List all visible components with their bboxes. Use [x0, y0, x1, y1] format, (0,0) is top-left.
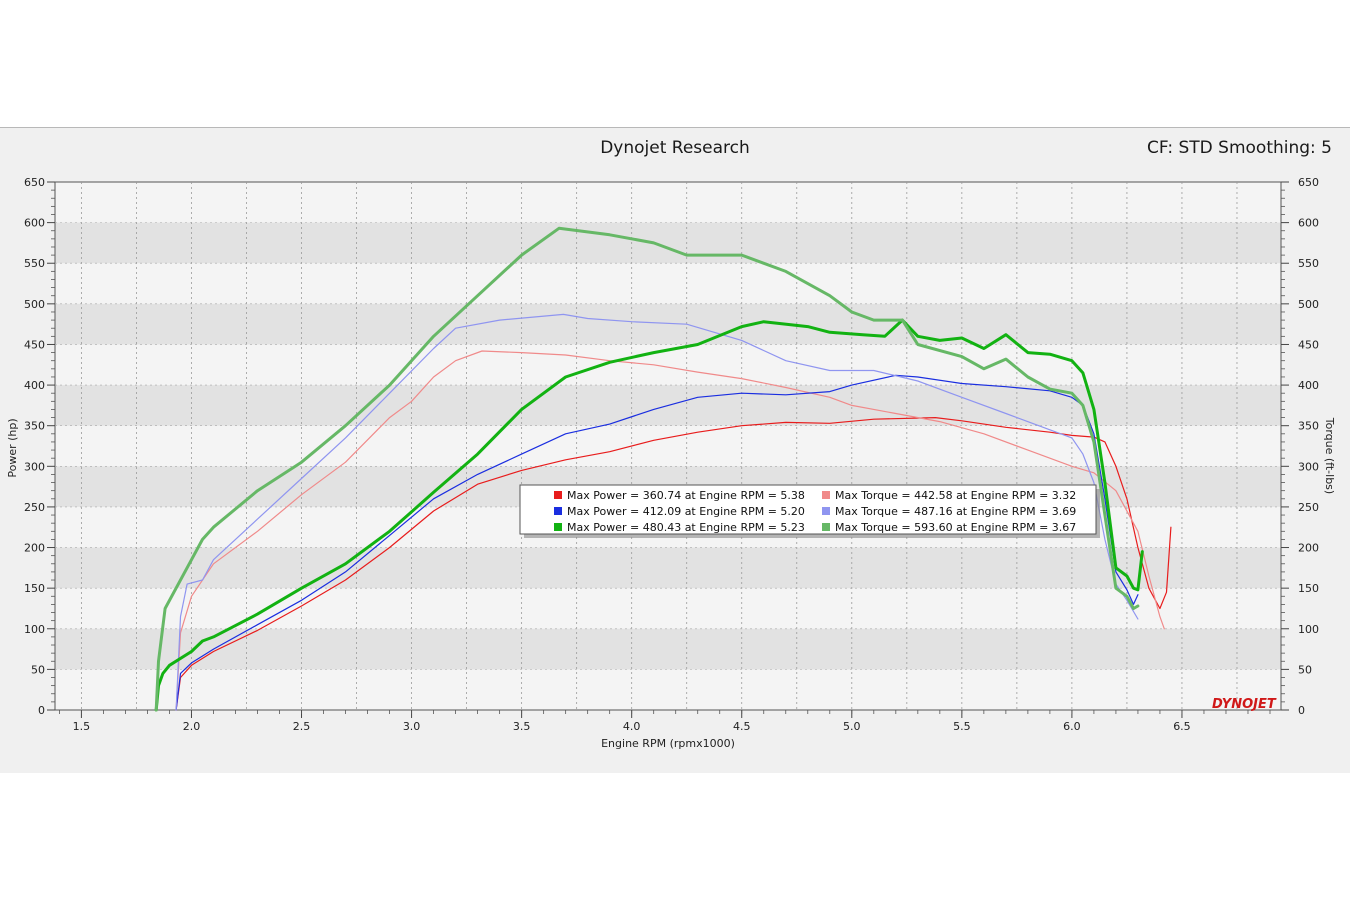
- plot-area: [55, 182, 1281, 710]
- y-tick-label-right: 650: [1298, 176, 1319, 189]
- plot-band: [55, 628, 1281, 670]
- y-tick-label-right: 500: [1298, 298, 1319, 311]
- legend-entry: Max Torque = 487.16 at Engine RPM = 3.69: [835, 505, 1076, 518]
- x-tick-label: 3.0: [403, 720, 421, 733]
- x-tick-label: 2.5: [293, 720, 311, 733]
- x-axis-label: Engine RPM (rpmx1000): [601, 737, 735, 750]
- x-tick-label: 4.0: [623, 720, 641, 733]
- dyno-chart: 0 0 50 50 100 100 150 150 200 200 250 250 300 300 350 3…: [6, 138, 1336, 750]
- y-tick-label-left: 0: [38, 704, 45, 717]
- y-tick-label-left: 150: [24, 582, 45, 595]
- y-tick-label-right: 100: [1298, 623, 1319, 636]
- y-tick-label-right: 300: [1298, 460, 1319, 473]
- x-tick-label: 6.0: [1063, 720, 1081, 733]
- y-tick-label-right: 250: [1298, 501, 1319, 514]
- x-tick-label: 2.0: [183, 720, 201, 733]
- legend-entry: Max Power = 480.43 at Engine RPM = 5.23: [567, 521, 805, 534]
- y-tick-label-left: 500: [24, 298, 45, 311]
- x-tick-label: 6.5: [1173, 720, 1191, 733]
- legend-entry: Max Power = 360.74 at Engine RPM = 5.38: [567, 489, 805, 502]
- y-tick-label-right: 50: [1298, 663, 1312, 676]
- series-line-6: [154, 226, 1140, 712]
- y-axis-label-left: Power (hp): [6, 418, 19, 477]
- y-tick-label-left: 300: [24, 460, 45, 473]
- series-line-3: [175, 374, 1139, 711]
- y-tick-label-right: 150: [1298, 582, 1319, 595]
- plot-frame: [54, 181, 1282, 711]
- correction-smoothing-label: CF: STD Smoothing: 5: [1147, 138, 1332, 158]
- y-tick-label-left: 350: [24, 420, 45, 433]
- y-tick-label-left: 200: [24, 542, 45, 555]
- plot-band: [55, 303, 1281, 345]
- y-tick-label-left: 400: [24, 379, 45, 392]
- chart-title: Dynojet Research: [600, 138, 750, 158]
- series-line-5: [154, 318, 1144, 712]
- legend-swatch: [554, 523, 562, 531]
- dynojet-logo: DYNOJET: [1212, 697, 1277, 712]
- y-tick-label-right: 350: [1298, 420, 1319, 433]
- legend-swatch: [554, 491, 562, 499]
- y-tick-label-right: 550: [1298, 257, 1319, 270]
- legend-entry: Max Torque = 442.58 at Engine RPM = 3.32: [835, 489, 1076, 502]
- series-line-4: [175, 313, 1139, 711]
- y-tick-label-right: 450: [1298, 338, 1319, 351]
- y-tick-label-left: 450: [24, 338, 45, 351]
- legend: Max Power = 360.74 at Engine RPM = 5.38 M…: [519, 484, 1100, 538]
- x-tick-label: 5.5: [953, 720, 971, 733]
- y-tick-label-left: 250: [24, 501, 45, 514]
- y-axis-label-right: Torque (ft-lbs): [1323, 417, 1336, 494]
- legend-swatch: [822, 523, 830, 531]
- legend-entry: Max Power = 412.09 at Engine RPM = 5.20: [567, 505, 805, 518]
- y-tick-label-left: 100: [24, 623, 45, 636]
- y-tick-label-left: 550: [24, 257, 45, 270]
- dyno-chart-panel: 0 0 50 50 100 100 150 150 200 200 250 250 300 300 350 3…: [0, 127, 1350, 773]
- x-tick-label: 5.0: [843, 720, 861, 733]
- y-tick-label-left: 600: [24, 217, 45, 230]
- y-tick-label-left: 50: [31, 663, 45, 676]
- x-tick-label: 1.5: [73, 720, 91, 733]
- x-tick-label: 4.5: [733, 720, 751, 733]
- plot-band: [55, 222, 1281, 264]
- y-tick-label-right: 0: [1298, 704, 1305, 717]
- legend-swatch: [554, 507, 562, 515]
- legend-entry: Max Torque = 593.60 at Engine RPM = 3.67: [835, 521, 1076, 534]
- y-tick-label-left: 650: [24, 176, 45, 189]
- plot-band: [55, 547, 1281, 589]
- x-tick-label: 3.5: [513, 720, 531, 733]
- legend-swatch: [822, 507, 830, 515]
- y-tick-label-right: 200: [1298, 542, 1319, 555]
- legend-swatch: [822, 491, 830, 499]
- series-line-1: [175, 417, 1172, 711]
- y-tick-label-right: 600: [1298, 217, 1319, 230]
- y-tick-label-right: 400: [1298, 379, 1319, 392]
